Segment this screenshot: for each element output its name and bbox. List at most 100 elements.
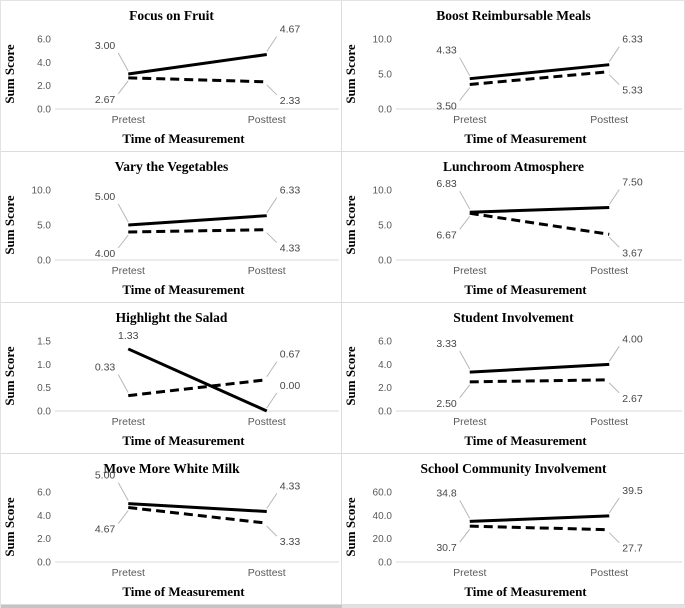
y-tick-label: 20.0 [373, 534, 393, 545]
data-label: 0.67 [280, 349, 301, 361]
data-label-leader-line [117, 482, 129, 501]
y-tick-label: 0.0 [378, 256, 392, 267]
data-label-leader-line [117, 510, 129, 524]
data-label-leader-line [266, 232, 278, 244]
data-label-leader-line [608, 382, 620, 394]
data-label-leader-line [266, 392, 278, 409]
solid-series-line [469, 362, 610, 374]
x-axis-label: Time of Measurement [464, 584, 587, 599]
dashed-series-line [469, 211, 610, 236]
data-label: 4.00 [95, 248, 116, 260]
data-label: 6.33 [622, 34, 643, 46]
dashed-series-line [469, 378, 610, 384]
data-label: 4.33 [280, 480, 301, 492]
chart-panel-focus-on-fruit: Focus on Fruit Sum Score 0.0 2.0 4.0 6.0 Prete… [1, 1, 342, 152]
y-tick-label: 5.0 [378, 221, 392, 232]
y-tick-label: 0.0 [37, 105, 51, 116]
chart-panel-student-involvement: Student Involvement Sum Score 0.0 2.0 4.0 6.0… [342, 303, 685, 454]
y-tick-label: 40.0 [373, 511, 393, 522]
chart-title: Lunchroom Atmosphere [443, 159, 584, 174]
dashed-series-line [128, 76, 267, 84]
chart-panel-move-more-white-milk: Move More White Milk Sum Score 0.0 2.0 4.0 6.… [1, 454, 342, 605]
y-tick-label: 1.0 [37, 360, 51, 371]
y-tick-label: 0.0 [378, 407, 392, 418]
y-tick-label: 4.0 [378, 360, 392, 371]
data-label: 30.7 [436, 542, 457, 554]
solid-series-line [469, 63, 610, 81]
y-axis-label: Sum Score [2, 346, 17, 406]
data-label: 39.5 [622, 485, 643, 497]
data-label: 2.50 [436, 398, 457, 410]
x-axis-label: Time of Measurement [122, 282, 245, 297]
data-label: 6.83 [436, 178, 457, 190]
chart-svg-student-involvement: Student Involvement Sum Score 0.0 2.0 4.0 6.0… [343, 310, 682, 448]
chart-panel-boost-reimbursable-meals: Boost Reimbursable Meals Sum Score 0.0 5.0 1… [342, 1, 685, 152]
data-label-leader-line [459, 57, 471, 76]
data-label: 4.33 [436, 45, 457, 57]
data-label: 2.67 [622, 393, 643, 405]
data-label-leader-line [459, 190, 471, 210]
y-axis-label: Sum Score [2, 44, 17, 104]
data-label: 3.50 [436, 101, 457, 113]
data-label: 6.67 [436, 229, 457, 241]
data-label-leader-line [266, 493, 278, 509]
data-label-leader-line [608, 236, 620, 248]
data-label-leader-line [459, 216, 471, 230]
x-axis-label: Time of Measurement [464, 433, 587, 448]
data-label: 7.50 [622, 177, 643, 189]
data-label-leader-line [459, 500, 471, 519]
bottom-bar-left-segment [1, 605, 342, 608]
data-label: 0.00 [280, 380, 301, 392]
dashed-series-line [128, 228, 267, 234]
x-category-label: Pretest [112, 265, 145, 277]
data-label: 6.33 [280, 185, 301, 197]
data-label: 4.67 [95, 524, 116, 536]
y-tick-label: 0.0 [37, 256, 51, 267]
data-label: 5.33 [622, 85, 643, 97]
chart-svg-move-more-white-milk: Move More White Milk Sum Score 0.0 2.0 4.0 6.… [2, 461, 339, 599]
data-label: 4.67 [280, 24, 301, 36]
y-axis-label: Sum Score [343, 497, 358, 557]
y-tick-label: 5.0 [37, 221, 51, 232]
x-category-label: Posttest [590, 265, 628, 277]
chart-title: Student Involvement [453, 310, 574, 325]
data-label-leader-line [459, 87, 471, 101]
x-category-label: Posttest [590, 114, 628, 126]
data-label: 5.00 [95, 191, 116, 203]
x-category-label: Posttest [248, 416, 286, 428]
y-tick-label: 0.0 [378, 105, 392, 116]
y-tick-label: 4.0 [37, 58, 51, 69]
dashed-series-line [469, 70, 610, 86]
data-label-leader-line [117, 52, 129, 72]
bottom-bar-right-segment [342, 605, 685, 608]
y-axis-label: Sum Score [2, 497, 17, 557]
x-category-label: Posttest [590, 567, 628, 579]
chart-svg-vary-the-vegetables: Vary the Vegetables Sum Score 0.0 5.0 10.0 Pr… [2, 159, 339, 297]
y-axis-label: Sum Score [343, 44, 358, 104]
y-tick-label: 2.0 [378, 383, 392, 394]
y-axis-label: Sum Score [343, 346, 358, 406]
chart-panel-highlight-the-salad: Highlight the Salad Sum Score 0.0 0.5 1.0 1.5… [1, 303, 342, 454]
y-tick-label: 0.0 [37, 558, 51, 569]
chart-title: Vary the Vegetables [115, 159, 229, 174]
data-label-leader-line [266, 197, 278, 213]
y-tick-label: 0.0 [378, 558, 392, 569]
y-axis-label: Sum Score [2, 195, 17, 255]
y-tick-label: 2.0 [37, 81, 51, 92]
x-axis-label: Time of Measurement [122, 131, 245, 146]
data-label-leader-line [608, 46, 620, 62]
x-category-label: Pretest [453, 416, 486, 428]
x-category-label: Pretest [453, 567, 486, 579]
solid-series-line [469, 514, 610, 523]
y-tick-label: 6.0 [37, 35, 51, 46]
chart-title: Boost Reimbursable Meals [436, 8, 591, 23]
data-label: 2.67 [95, 94, 116, 106]
x-category-label: Pretest [112, 114, 145, 126]
data-label: 2.33 [280, 95, 301, 107]
y-tick-label: 4.0 [37, 511, 51, 522]
x-axis-label: Time of Measurement [464, 282, 587, 297]
y-tick-label: 60.0 [373, 488, 393, 499]
x-category-label: Pretest [112, 416, 145, 428]
data-label-leader-line [459, 384, 471, 399]
